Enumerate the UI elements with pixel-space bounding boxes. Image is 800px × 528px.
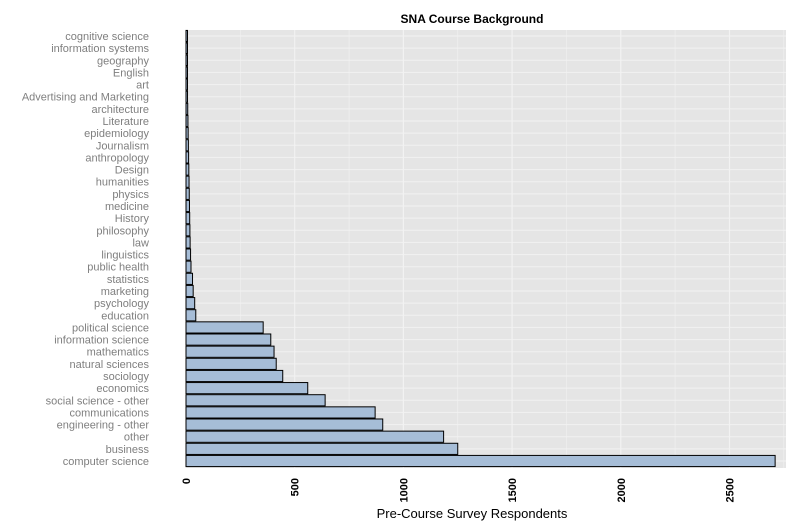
bar <box>185 114 189 128</box>
category-label: Literature <box>103 116 149 128</box>
category-label: anthropology <box>85 152 149 164</box>
bar <box>185 127 189 140</box>
category-label: cognitive science <box>65 31 149 43</box>
bar <box>185 187 190 200</box>
x-tick-label: 1500 <box>507 478 519 502</box>
bar <box>185 369 284 383</box>
category-label: architecture <box>92 104 149 116</box>
bar <box>185 236 191 249</box>
category-label: art <box>136 80 149 92</box>
bar <box>185 333 272 346</box>
bar <box>185 394 326 407</box>
bar <box>185 224 191 237</box>
category-label: communications <box>70 407 150 419</box>
category-label: Journalism <box>96 140 149 152</box>
category-label: Advertising and Marketing <box>22 92 149 104</box>
x-tick-label: 1000 <box>398 478 410 502</box>
bar <box>185 260 192 273</box>
bar <box>185 321 264 334</box>
bar <box>185 284 194 298</box>
category-label: law <box>132 237 149 249</box>
category-label: public health <box>87 262 149 274</box>
bar <box>185 345 275 358</box>
bar <box>185 175 190 188</box>
bar <box>185 430 445 443</box>
x-tick-label: 500 <box>290 478 302 496</box>
bar <box>185 151 190 164</box>
bars <box>185 29 776 468</box>
category-label: education <box>101 310 149 322</box>
category-label: computer science <box>63 456 149 468</box>
x-tick-label: 0 <box>181 478 193 484</box>
category-label: information science <box>54 335 149 347</box>
bar <box>185 102 189 115</box>
x-tick-label: 2500 <box>724 478 736 502</box>
category-label: other <box>124 432 149 444</box>
bar <box>185 442 459 455</box>
category-label: Design <box>115 165 149 177</box>
category-label: sociology <box>103 371 149 383</box>
category-label: mathematics <box>87 347 150 359</box>
category-label: physics <box>112 189 149 201</box>
bar <box>185 357 277 370</box>
x-axis-title: Pre-Course Survey Respondents <box>377 506 568 521</box>
grid-lines <box>185 30 786 468</box>
chart-title: SNA Course Background <box>401 12 544 26</box>
bar <box>185 78 188 91</box>
bar <box>185 406 376 419</box>
bar <box>185 29 188 43</box>
bar <box>185 163 190 176</box>
category-label: business <box>106 444 150 456</box>
category-label: statistics <box>107 274 150 286</box>
category-label: philosophy <box>96 225 149 237</box>
bar <box>185 382 309 395</box>
bar <box>185 212 191 225</box>
category-label: marketing <box>101 286 149 298</box>
x-tick-label: 2000 <box>616 478 628 502</box>
bar <box>185 309 197 322</box>
category-label: economics <box>96 383 149 395</box>
bar <box>185 54 188 67</box>
category-label: social science - other <box>46 395 150 407</box>
category-label: linguistics <box>101 250 149 262</box>
category-label: medicine <box>105 201 149 213</box>
category-label: engineering - other <box>57 420 150 432</box>
category-label: political science <box>72 322 149 334</box>
bar <box>185 272 194 285</box>
bar <box>185 42 188 55</box>
bar <box>185 139 189 152</box>
bar <box>185 297 196 310</box>
bar <box>185 66 188 79</box>
bar <box>185 90 189 103</box>
category-label: English <box>113 67 149 79</box>
category-label: information systems <box>51 43 149 55</box>
category-label: humanities <box>96 177 150 189</box>
category-label: geography <box>97 55 149 67</box>
category-label: epidemiology <box>84 128 149 140</box>
bar <box>185 454 776 468</box>
bar <box>185 199 190 213</box>
bar <box>185 248 192 261</box>
category-label: History <box>115 213 150 225</box>
bar <box>185 418 384 431</box>
category-label: psychology <box>94 298 150 310</box>
category-label: natural sciences <box>70 359 150 371</box>
x-tick-labels: 0 500 1000 1500 2000 2500 <box>181 478 736 502</box>
